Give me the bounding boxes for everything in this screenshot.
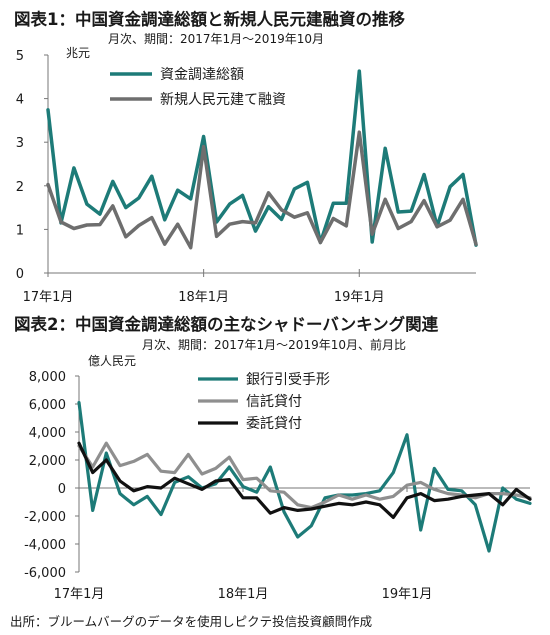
chart2-subtitle: 月次、期間：2017年1月～2019年10月、前月比 [142,338,406,352]
chart1-unit-label: 兆元 [66,46,91,60]
legend-label-1: 資金調達総額 [160,67,244,83]
y-tick-label: -6,000 [24,566,66,581]
legend-label-3: 委託貸付 [246,416,302,432]
y-tick-label: 4 [16,93,24,108]
x-tick-label: 18年1月 [218,587,269,602]
y-tick-label: 8,000 [29,370,66,385]
y-tick-label: 0 [16,267,24,282]
x-tick-label: 17年1月 [23,290,74,305]
legend-label-1: 銀行引受手形 [246,372,330,388]
y-tick-label: 3 [16,136,24,151]
y-tick-label: -4,000 [24,538,66,553]
y-tick-label: 2,000 [29,454,66,469]
series-line-1 [46,69,478,247]
y-tick-label: 1 [16,223,24,238]
x-tick-label: 19年1月 [382,587,433,602]
x-tick-label: 18年1月 [178,290,229,305]
y-tick-label: 6,000 [29,398,66,413]
legend-label-2: 新規人民元建て融資 [160,92,286,108]
y-tick-label: 0 [58,482,66,497]
source-note: 出所：ブルームバーグのデータを使用しピクテ投信投資顧問作成 [10,614,373,629]
series-line-1 [77,401,532,553]
series-line-2 [46,130,478,250]
x-tick-label: 19年1月 [334,290,385,305]
chart2-unit-label: 億人民元 [88,354,137,368]
series-line-2 [77,441,532,510]
x-tick-label: 17年1月 [54,587,105,602]
chart2-title: 図表2：中国資金調達総額の主なシャドーバンキング関連 [14,315,439,334]
y-tick-label: -2,000 [24,510,66,525]
chart1-title: 図表1：中国資金調達総額と新規人民元建融資の推移 [14,10,405,29]
series-line-3 [77,441,532,520]
y-tick-label: 5 [16,49,24,64]
chart2-plot: -6,000 -4,000 -2,000 0 2,000 4,000 6,000 8,000 1… [24,370,532,602]
y-tick-label: 2 [16,180,24,195]
y-tick-label: 4,000 [29,426,66,441]
chart1-subtitle: 月次、期間：2017年1月～2019年10月 [108,32,324,46]
legend-label-2: 信託貸付 [246,394,302,410]
